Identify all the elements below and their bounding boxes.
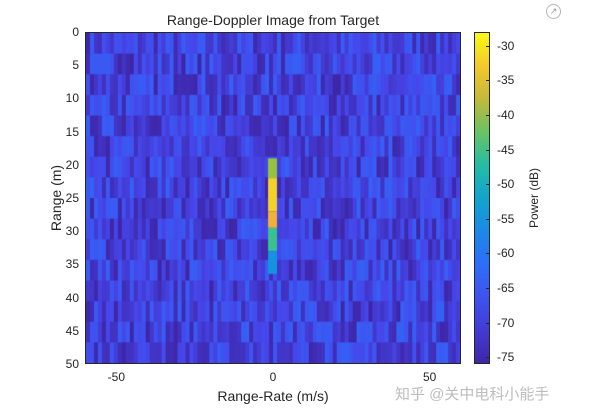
colorbar-tick-label: -70: [497, 315, 515, 330]
colorbar-tick-label: -45: [497, 142, 515, 157]
x-axis-label: Range-Rate (m/s): [217, 388, 329, 404]
x-tick-label: -50: [107, 370, 125, 384]
colorbar-tick-label: -60: [497, 246, 515, 261]
y-tick-label: 40: [65, 290, 79, 305]
y-tick-label: 50: [65, 357, 79, 371]
colorbar-tick-label: -40: [497, 108, 515, 122]
colorbar-tick-mark: [486, 218, 490, 220]
colorbar-tick-mark: [486, 322, 490, 324]
expand-icon[interactable]: ↗: [546, 4, 561, 19]
watermark: 知乎 @关中电科小能手: [395, 386, 550, 403]
colorbar-tick-mark: [486, 80, 490, 82]
colorbar-tick-label: -55: [497, 211, 515, 226]
colorbar-tick-label: -65: [497, 280, 515, 295]
colorbar-tick-mark: [486, 45, 490, 47]
range-doppler-heatmap: [86, 33, 460, 363]
colorbar-tick-mark: [486, 115, 490, 116]
y-tick-label: 25: [65, 191, 79, 205]
y-tick-label: 45: [65, 323, 79, 338]
x-tick-label: 0: [269, 370, 277, 384]
colorbar: [474, 32, 490, 364]
y-tick-label: 10: [65, 91, 79, 106]
colorbar-tick-mark: [486, 357, 490, 359]
heatmap-plot-area: [85, 32, 461, 364]
colorbar-tick-mark: [486, 253, 490, 255]
colorbar-tick-label: -50: [497, 177, 515, 192]
y-tick-label: 15: [65, 124, 79, 139]
y-tick-label: 35: [65, 257, 79, 272]
y-axis-label: Range (m): [48, 164, 64, 232]
colorbar-tick-mark: [486, 149, 490, 151]
y-tick-label: 5: [72, 58, 79, 73]
chart-title: Range-Doppler Image from Target: [166, 12, 380, 28]
colorbar-tick-mark: [486, 184, 490, 186]
y-tick-label: 0: [72, 25, 79, 39]
colorbar-tick-label: -30: [497, 38, 515, 53]
x-tick-label: 50: [422, 370, 437, 384]
colorbar-tick-mark: [486, 287, 490, 289]
colorbar-tick-label: -35: [497, 73, 515, 88]
y-tick-label: 30: [65, 224, 79, 239]
y-tick-label: 20: [65, 157, 79, 172]
colorbar-tick-label: -75: [497, 350, 515, 365]
colorbar-label: Power (dB): [527, 167, 541, 229]
